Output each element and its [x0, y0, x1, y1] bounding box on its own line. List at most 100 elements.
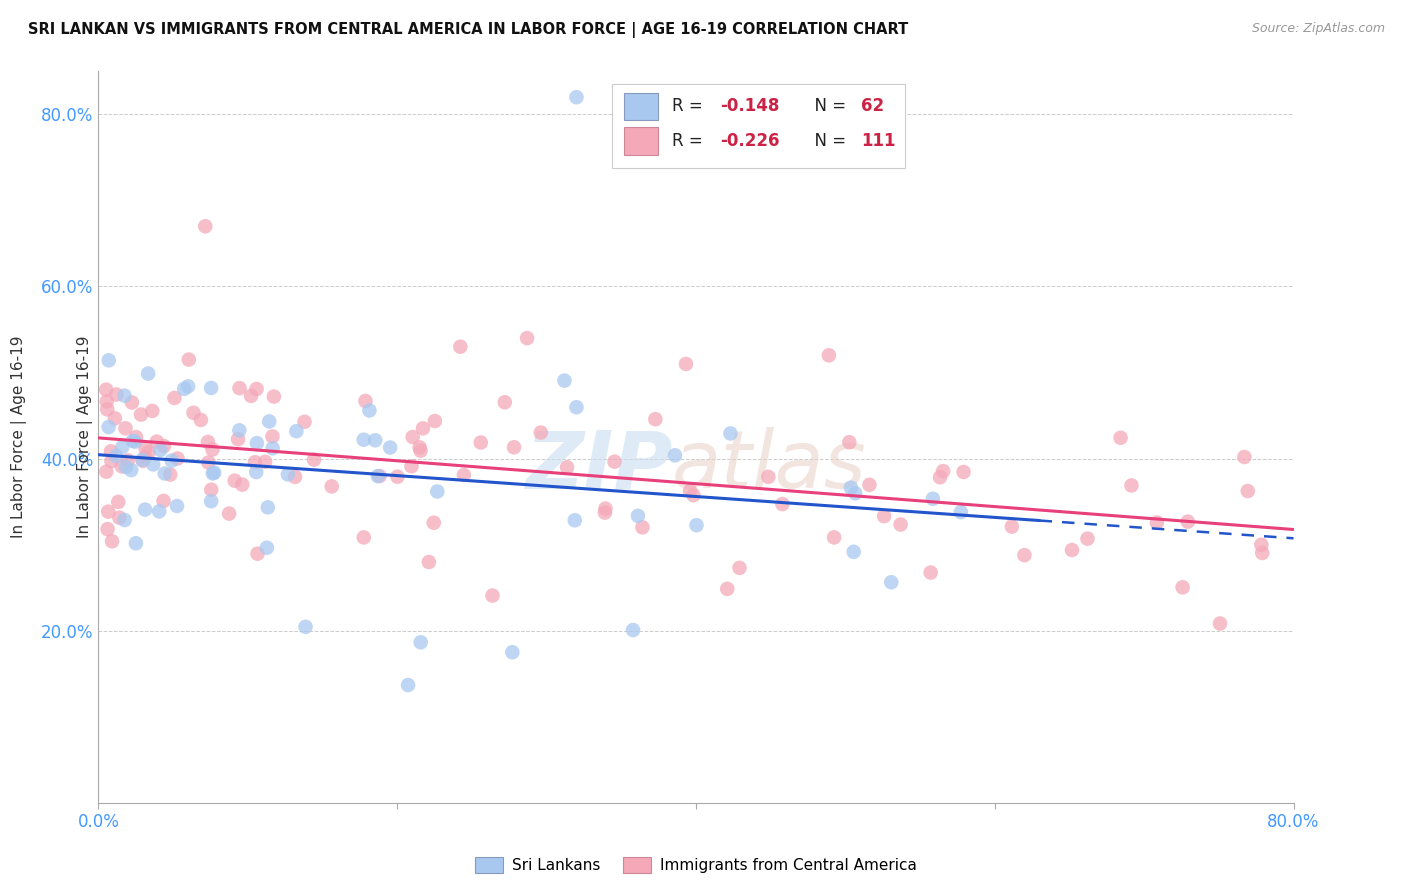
Point: [603, 455, 626, 469]
Point: [257, 500, 280, 515]
Point: [104, 449, 127, 463]
Point: [114, 513, 136, 527]
Point: [501, 645, 523, 659]
Point: [368, 469, 391, 483]
Point: [679, 483, 702, 498]
Y-axis label: In Labor Force | Age 16-19: In Labor Force | Age 16-19: [11, 335, 27, 539]
Point: [148, 504, 170, 518]
FancyBboxPatch shape: [624, 93, 658, 120]
Point: [166, 451, 188, 466]
Point: [1109, 431, 1132, 445]
Point: [423, 414, 446, 428]
Point: [294, 620, 316, 634]
Point: [1171, 580, 1194, 594]
Point: [96, 402, 118, 417]
Point: [952, 465, 974, 479]
Point: [409, 443, 432, 458]
Point: [1209, 616, 1232, 631]
Point: [823, 530, 845, 544]
Point: [359, 403, 381, 417]
Text: 62: 62: [860, 97, 884, 115]
Text: atlas: atlas: [672, 427, 868, 506]
Point: [470, 435, 492, 450]
Point: [173, 382, 195, 396]
Point: [423, 516, 446, 530]
Point: [353, 433, 375, 447]
Point: [124, 434, 146, 449]
Point: [932, 464, 955, 478]
Point: [115, 459, 138, 474]
Point: [364, 434, 387, 448]
Point: [97, 505, 120, 519]
Point: [367, 469, 389, 483]
Point: [378, 441, 401, 455]
Point: [218, 507, 240, 521]
Point: [245, 465, 267, 479]
Text: N =: N =: [804, 132, 851, 150]
Point: [121, 395, 143, 409]
Point: [96, 465, 118, 479]
Point: [228, 423, 250, 437]
Point: [226, 432, 249, 446]
Point: [254, 455, 277, 469]
Point: [177, 379, 200, 393]
Point: [409, 635, 432, 649]
Point: [1177, 515, 1199, 529]
Point: [104, 411, 127, 425]
Point: [858, 478, 880, 492]
Point: [125, 430, 148, 444]
Point: [565, 90, 588, 104]
Point: [621, 623, 644, 637]
Point: [770, 497, 793, 511]
Point: [125, 536, 148, 550]
Text: Source: ZipAtlas.com: Source: ZipAtlas.com: [1251, 22, 1385, 36]
Point: [142, 458, 165, 472]
Point: [716, 582, 738, 596]
Point: [631, 520, 654, 534]
Point: [197, 434, 219, 449]
Point: [1001, 519, 1024, 533]
Point: [353, 531, 375, 545]
Point: [153, 467, 176, 481]
Point: [200, 483, 222, 497]
Point: [284, 470, 307, 484]
Point: [166, 499, 188, 513]
Point: [949, 505, 972, 519]
Point: [595, 501, 617, 516]
Point: [132, 454, 155, 468]
Point: [190, 413, 212, 427]
Point: [138, 445, 160, 459]
Point: [243, 455, 266, 469]
Point: [838, 435, 860, 450]
Point: [153, 439, 176, 453]
Point: [685, 518, 707, 533]
Point: [593, 506, 616, 520]
Point: [354, 394, 377, 409]
Point: [100, 444, 122, 458]
Point: [675, 357, 697, 371]
Point: [664, 448, 686, 462]
Point: [97, 522, 120, 536]
Point: [163, 391, 186, 405]
Point: [111, 440, 134, 454]
Point: [201, 467, 224, 481]
Point: [111, 459, 134, 474]
Text: R =: R =: [672, 97, 709, 115]
Point: [503, 440, 526, 454]
Point: [565, 401, 588, 415]
Point: [129, 408, 152, 422]
Point: [844, 486, 866, 500]
Point: [285, 424, 308, 438]
Point: [105, 387, 128, 401]
Point: [564, 513, 586, 527]
Point: [200, 381, 222, 395]
Point: [294, 415, 316, 429]
Point: [873, 509, 896, 524]
Point: [922, 491, 945, 506]
Point: [516, 331, 538, 345]
Point: [197, 456, 219, 470]
Point: [1251, 546, 1274, 560]
Point: [149, 442, 172, 457]
Point: [136, 367, 159, 381]
Point: [494, 395, 516, 409]
